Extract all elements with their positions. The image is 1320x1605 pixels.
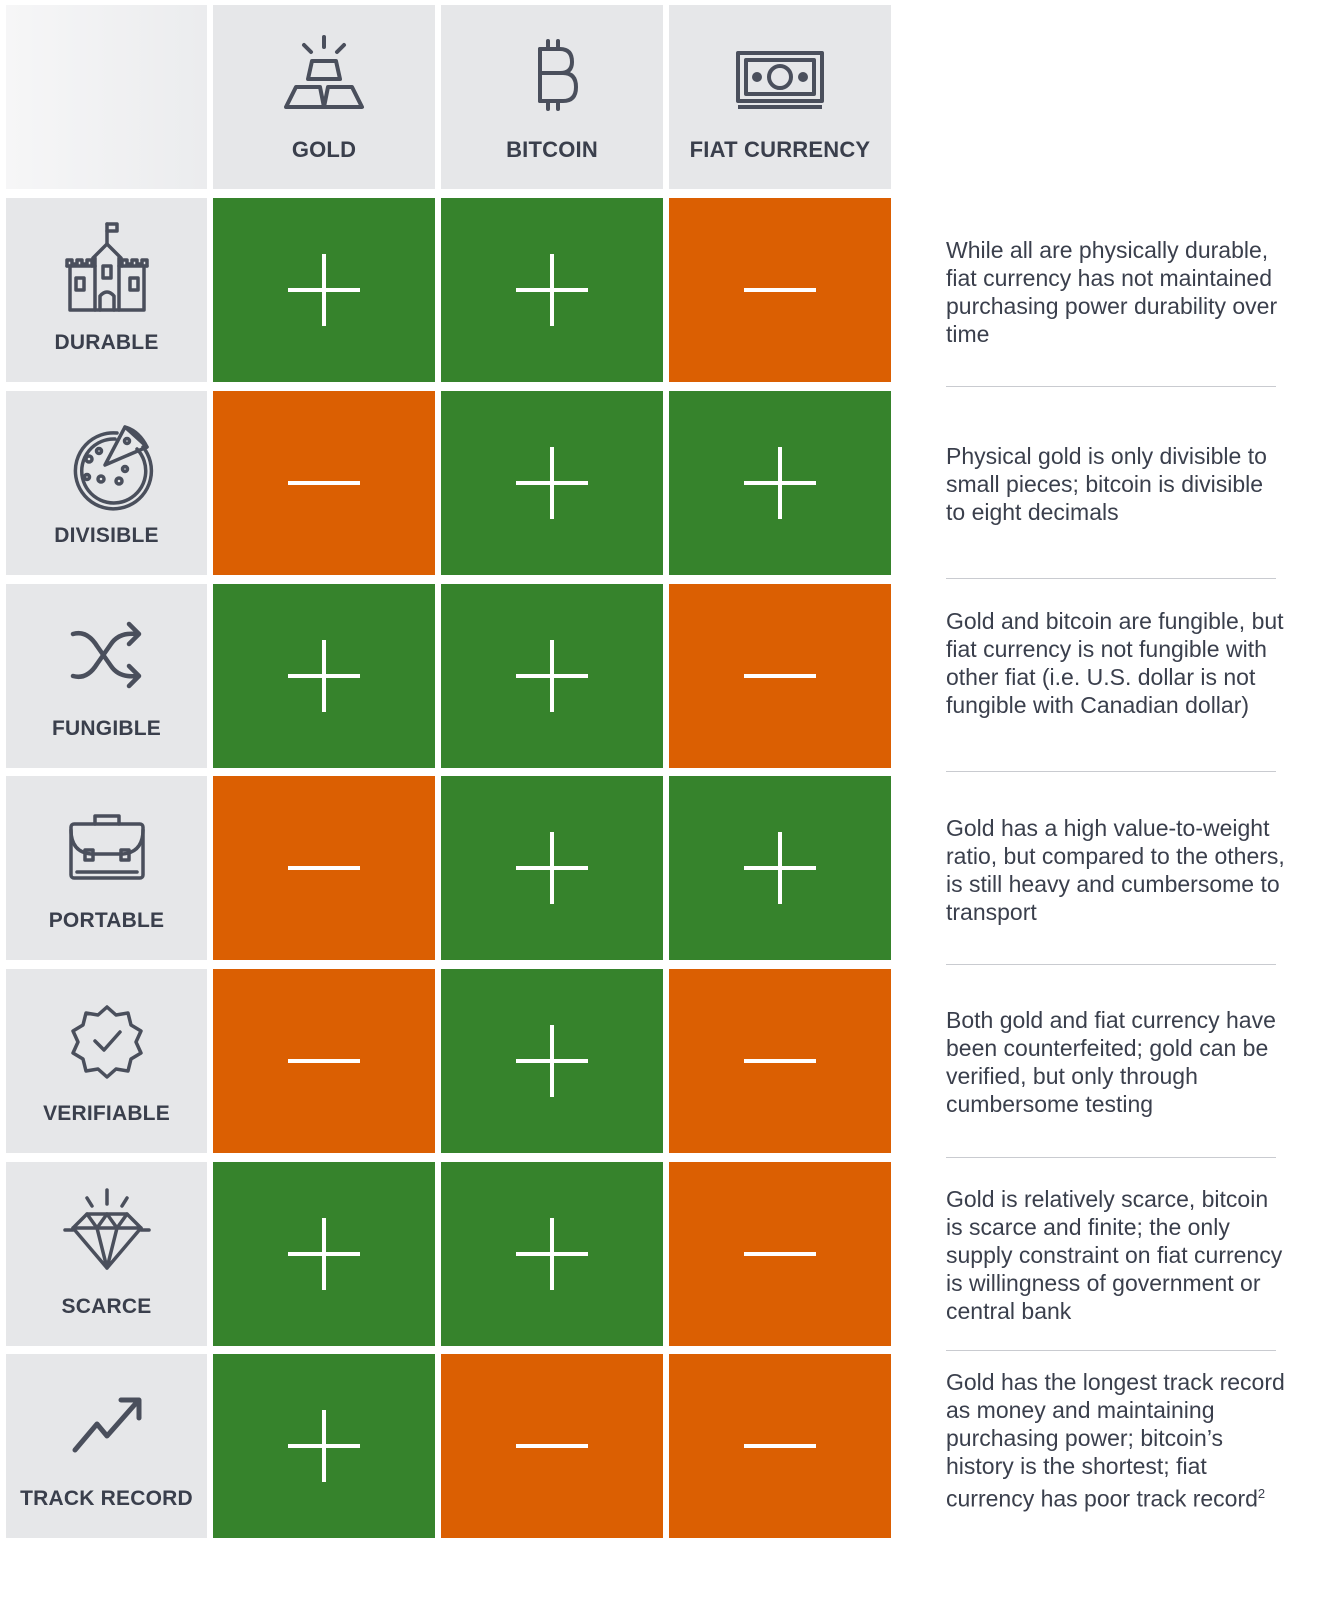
header-corner	[6, 5, 207, 189]
value-cell-gold-divisible	[213, 391, 435, 575]
value-cell-gold-fungible	[213, 584, 435, 768]
gold-bars-icon	[284, 35, 364, 109]
divider	[946, 964, 1276, 965]
plus-icon	[516, 640, 588, 712]
minus-icon	[516, 1444, 588, 1448]
header-bitcoin: BITCOIN	[441, 5, 663, 189]
row-label-fungible: FUNGIBLE	[6, 584, 207, 768]
note-durable: While all are physically durable, fiat c…	[946, 237, 1278, 347]
divider	[946, 1157, 1276, 1158]
row-label-text: SCARCE	[61, 1295, 152, 1318]
column-label-bitcoin: BITCOIN	[506, 137, 598, 162]
value-cell-fiat-verifiable	[669, 969, 891, 1153]
minus-icon	[744, 1252, 816, 1256]
note-track-record: Gold has the longest track record as mon…	[946, 1368, 1286, 1513]
note-scarce: Gold is relatively scarce, bitcoin is sc…	[946, 1186, 1283, 1324]
value-cell-bitcoin-durable	[441, 198, 663, 382]
value-cell-fiat-durable	[669, 198, 891, 382]
value-cell-gold-durable	[213, 198, 435, 382]
value-cell-fiat-portable	[669, 776, 891, 960]
plus-icon	[516, 832, 588, 904]
note-verifiable: Both gold and fiat currency have been co…	[946, 1007, 1276, 1117]
value-cell-bitcoin-verifiable	[441, 969, 663, 1153]
value-cell-bitcoin-fungible	[441, 584, 663, 768]
header-fiat: FIAT CURRENCY	[669, 5, 891, 189]
row-label-text: TRACK RECORD	[20, 1487, 193, 1510]
value-cell-gold-verifiable	[213, 969, 435, 1153]
divider	[946, 578, 1276, 579]
column-label-fiat: FIAT CURRENCY	[689, 137, 871, 162]
value-cell-fiat-fungible	[669, 584, 891, 768]
banknote-icon	[736, 51, 824, 109]
minus-icon	[288, 866, 360, 870]
divider	[946, 1350, 1276, 1351]
plus-icon	[744, 832, 816, 904]
minus-icon	[744, 1059, 816, 1063]
plus-icon	[516, 254, 588, 326]
verified-badge-icon	[70, 1005, 143, 1079]
note-text: Gold has the longest track record as mon…	[946, 1369, 1285, 1512]
value-cell-gold-track-record	[213, 1354, 435, 1538]
row-label-text: DIVISIBLE	[54, 524, 159, 547]
minus-icon	[744, 1444, 816, 1448]
plus-icon	[288, 1218, 360, 1290]
value-cell-fiat-scarce	[669, 1162, 891, 1346]
row-label-text: DURABLE	[54, 331, 159, 354]
note-fungible: Gold and bitcoin are fungible, but fiat …	[946, 608, 1284, 718]
value-cell-gold-portable	[213, 776, 435, 960]
column-label-gold: GOLD	[291, 137, 357, 162]
value-cell-bitcoin-divisible	[441, 391, 663, 575]
briefcase-icon	[68, 814, 145, 880]
bitcoin-icon	[538, 39, 578, 111]
row-label-divisible: DIVISIBLE	[6, 391, 207, 575]
note-divisible: Physical gold is only divisible to small…	[946, 443, 1267, 525]
header-gold: GOLD	[213, 5, 435, 189]
row-label-durable: DURABLE	[6, 198, 207, 382]
minus-icon	[744, 288, 816, 292]
plus-icon	[516, 1025, 588, 1097]
trending-up-icon	[72, 1397, 141, 1453]
pizza-icon	[73, 425, 153, 511]
plus-icon	[516, 447, 588, 519]
row-label-verifiable: VERIFIABLE	[6, 969, 207, 1153]
minus-icon	[288, 481, 360, 485]
row-label-text: FUNGIBLE	[52, 717, 161, 740]
shuffle-icon	[70, 621, 141, 689]
plus-icon	[744, 447, 816, 519]
row-label-track-record: TRACK RECORD	[6, 1354, 207, 1538]
row-label-text: PORTABLE	[48, 909, 165, 932]
minus-icon	[288, 1059, 360, 1063]
note-portable: Gold has a high value-to-weight ratio, b…	[946, 815, 1285, 925]
row-label-text: VERIFIABLE	[43, 1102, 170, 1125]
value-cell-bitcoin-track-record	[441, 1354, 663, 1538]
row-label-scarce: SCARCE	[6, 1162, 207, 1346]
value-cell-fiat-divisible	[669, 391, 891, 575]
plus-icon	[288, 1410, 360, 1482]
row-label-portable: PORTABLE	[6, 776, 207, 960]
divider	[946, 771, 1276, 772]
plus-icon	[516, 1218, 588, 1290]
value-cell-bitcoin-scarce	[441, 1162, 663, 1346]
value-cell-fiat-track-record	[669, 1354, 891, 1538]
plus-icon	[288, 640, 360, 712]
minus-icon	[744, 674, 816, 678]
plus-icon	[288, 254, 360, 326]
value-cell-gold-scarce	[213, 1162, 435, 1346]
value-cell-bitcoin-portable	[441, 776, 663, 960]
diamond-icon	[62, 1188, 151, 1270]
castle-icon	[64, 222, 149, 312]
footnote-marker: 2	[1257, 1486, 1266, 1501]
divider	[946, 386, 1276, 387]
